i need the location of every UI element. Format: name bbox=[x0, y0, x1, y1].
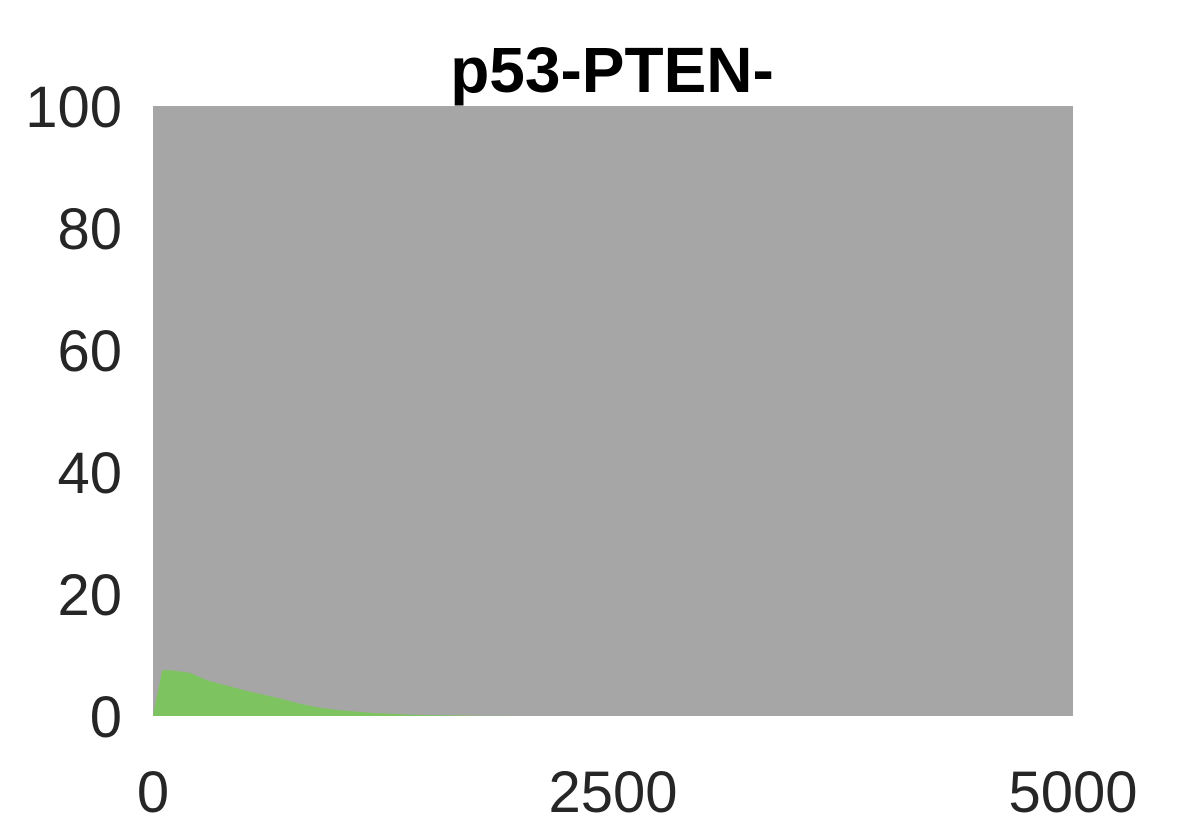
y-tick-label: 100 bbox=[25, 75, 122, 140]
y-tick-label: 20 bbox=[57, 563, 122, 628]
y-axis: 0 20 40 60 80 100 bbox=[25, 75, 122, 750]
x-tick-label: 0 bbox=[137, 760, 169, 825]
x-axis: 0 2500 5000 bbox=[137, 760, 1138, 825]
x-tick-label: 2500 bbox=[548, 760, 677, 825]
area-series-0 bbox=[153, 670, 1073, 716]
y-tick-label: 60 bbox=[57, 319, 122, 384]
area-series-1 bbox=[153, 106, 1073, 716]
y-tick-label: 80 bbox=[57, 197, 122, 262]
plot-area bbox=[153, 106, 1073, 716]
x-tick-label: 5000 bbox=[1008, 760, 1137, 825]
y-tick-label: 0 bbox=[90, 685, 122, 750]
chart-title: p53-PTEN- bbox=[450, 34, 774, 106]
y-tick-label: 40 bbox=[57, 441, 122, 506]
